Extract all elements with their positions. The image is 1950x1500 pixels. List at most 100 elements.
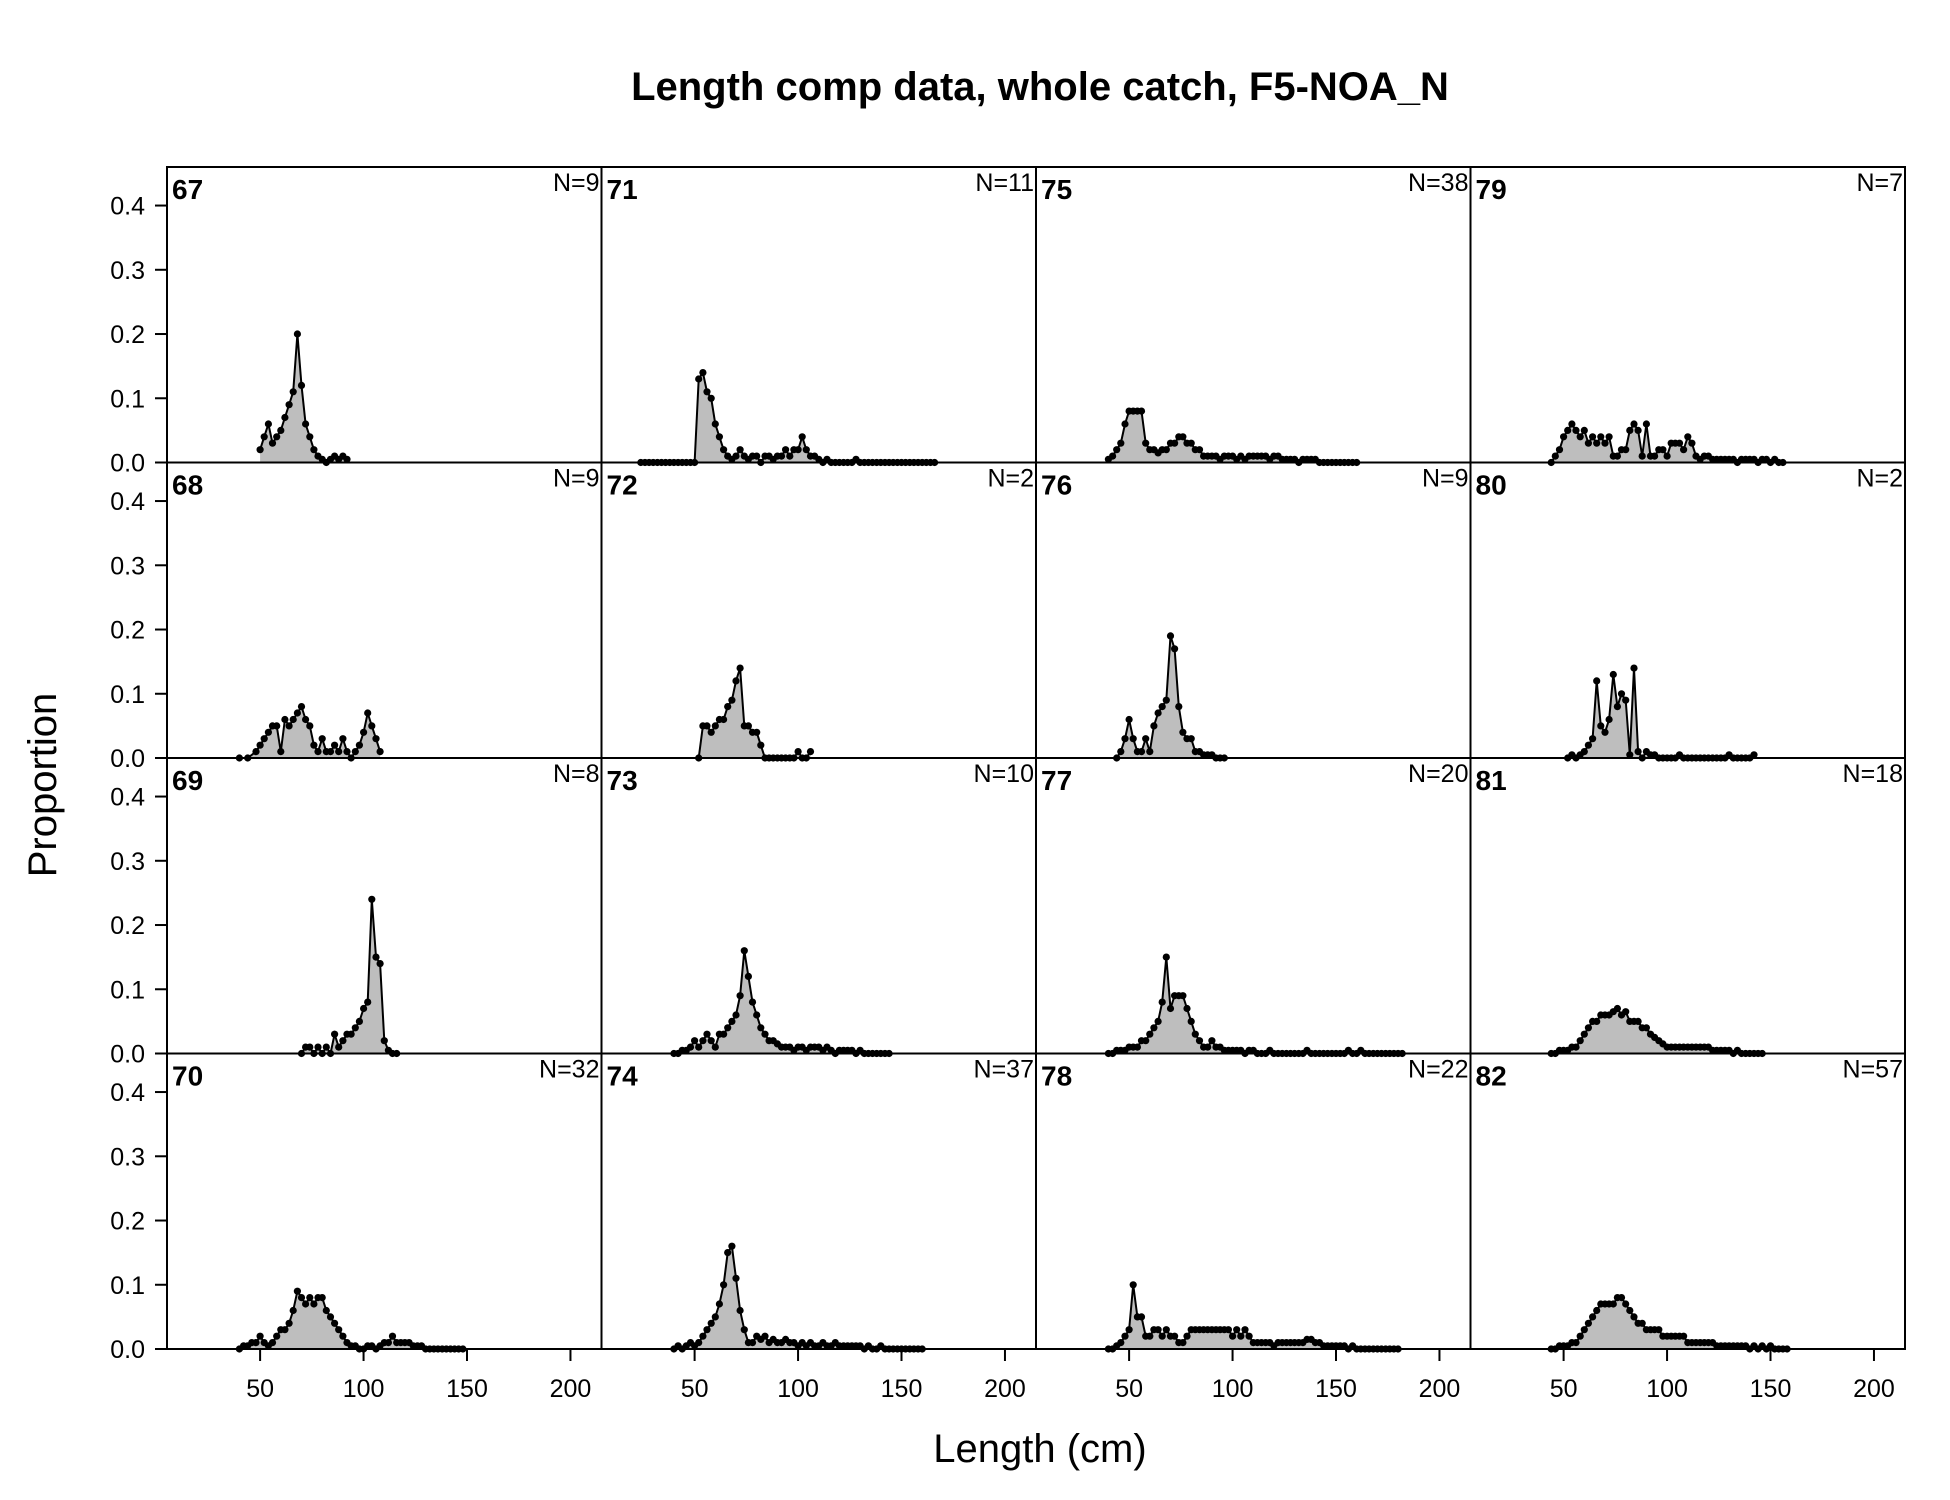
data-point bbox=[1634, 426, 1642, 434]
y-tick-label: 0.0 bbox=[110, 450, 145, 478]
panel-year-label: 74 bbox=[607, 1061, 639, 1092]
data-point bbox=[1613, 452, 1621, 460]
data-point bbox=[1572, 1339, 1580, 1347]
data-point bbox=[351, 748, 359, 756]
data-point bbox=[343, 455, 351, 463]
data-point bbox=[1634, 748, 1642, 756]
data-point bbox=[1121, 420, 1129, 428]
data-point bbox=[703, 1030, 711, 1038]
data-point bbox=[707, 394, 715, 402]
x-axis-label: Length (cm) bbox=[933, 1427, 1146, 1471]
data-point bbox=[1622, 696, 1630, 704]
data-point bbox=[326, 1313, 335, 1321]
data-point bbox=[1605, 433, 1613, 441]
panel-year-label: 71 bbox=[607, 174, 638, 205]
data-point bbox=[343, 748, 351, 756]
panel-grid: 67 N=9 0.0 0.1 0.2 0.3 0.4 68 N=9 0.0 0.1 0.2 0.3 0.4… bbox=[110, 166, 1906, 1403]
data-point bbox=[1137, 748, 1146, 756]
data-point bbox=[1158, 703, 1166, 711]
y-tick-label: 0.0 bbox=[110, 1336, 145, 1364]
data-point bbox=[302, 715, 310, 724]
data-point bbox=[1245, 1332, 1253, 1340]
data-point bbox=[782, 446, 790, 454]
y-tick-label: 0.3 bbox=[110, 257, 145, 285]
data-point bbox=[1171, 1332, 1179, 1340]
data-point bbox=[1137, 407, 1146, 415]
data-point bbox=[273, 1332, 281, 1340]
data-point bbox=[1146, 748, 1154, 756]
data-point bbox=[777, 452, 786, 460]
data-point bbox=[264, 420, 272, 428]
data-point bbox=[289, 1306, 297, 1315]
panel-year-label: 67 bbox=[172, 174, 203, 205]
data-point bbox=[1688, 439, 1696, 447]
data-point bbox=[355, 1017, 363, 1025]
data-point bbox=[720, 715, 728, 724]
data-point bbox=[1195, 446, 1204, 454]
panel-sample-size: N=9 bbox=[553, 465, 600, 493]
panel-frame bbox=[1469, 757, 1906, 1055]
data-point bbox=[761, 1030, 769, 1038]
panel-frame bbox=[1035, 166, 1472, 464]
panel-year-label: 70 bbox=[172, 1061, 203, 1092]
data-point bbox=[297, 1294, 306, 1302]
data-point bbox=[1680, 1332, 1688, 1340]
data-point bbox=[277, 748, 285, 756]
data-point bbox=[1154, 1326, 1162, 1334]
data-point bbox=[322, 1306, 330, 1315]
data-point bbox=[1680, 446, 1688, 454]
data-point bbox=[335, 748, 343, 756]
data-point bbox=[1568, 420, 1576, 428]
data-point bbox=[1171, 439, 1179, 447]
panel-year-label: 69 bbox=[172, 765, 203, 796]
data-point bbox=[757, 1024, 765, 1032]
data-point bbox=[1204, 1043, 1212, 1051]
y-tick-label: 0.1 bbox=[110, 1272, 145, 1300]
data-point bbox=[695, 1043, 703, 1051]
data-point bbox=[1593, 1306, 1601, 1315]
data-point bbox=[1208, 1037, 1216, 1045]
panel-81: 81 N=18 bbox=[1469, 757, 1906, 1058]
data-point bbox=[736, 992, 744, 1000]
data-point bbox=[318, 735, 326, 743]
panel-sample-size: N=9 bbox=[1422, 465, 1469, 493]
data-point bbox=[1589, 735, 1597, 743]
data-point bbox=[1605, 715, 1613, 724]
data-point bbox=[1179, 1339, 1187, 1347]
data-point bbox=[306, 722, 314, 730]
data-point bbox=[1179, 992, 1187, 1000]
data-point bbox=[335, 1043, 343, 1051]
panel-sample-size: N=18 bbox=[1843, 760, 1903, 788]
data-point bbox=[289, 715, 297, 724]
panel-year-label: 72 bbox=[607, 470, 638, 501]
x-tick-label: 100 bbox=[1646, 1375, 1688, 1403]
data-point bbox=[1146, 1332, 1154, 1340]
panel-frame bbox=[1035, 1052, 1472, 1350]
data-point bbox=[753, 728, 761, 736]
panel-frame bbox=[166, 757, 603, 1055]
data-point bbox=[1576, 433, 1584, 441]
area-fill bbox=[1108, 1284, 1399, 1349]
data-point bbox=[1179, 728, 1187, 736]
data-point bbox=[699, 369, 707, 377]
data-point bbox=[1617, 1294, 1626, 1302]
data-point bbox=[1162, 953, 1170, 961]
data-point bbox=[1187, 735, 1195, 743]
data-point bbox=[1191, 1030, 1199, 1038]
data-point bbox=[297, 703, 306, 711]
data-point bbox=[703, 388, 711, 396]
y-tick-label: 0.0 bbox=[110, 745, 145, 773]
data-point bbox=[1133, 1043, 1141, 1051]
panel-year-label: 80 bbox=[1476, 470, 1507, 501]
panel-73: 73 N=10 bbox=[600, 757, 1037, 1058]
data-point bbox=[306, 433, 314, 441]
data-point bbox=[1229, 1332, 1237, 1340]
data-point bbox=[699, 1037, 707, 1045]
data-point bbox=[720, 1281, 728, 1289]
data-point bbox=[310, 446, 318, 454]
data-point bbox=[314, 748, 322, 756]
y-axis-label: Proportion bbox=[21, 693, 65, 878]
data-point bbox=[1622, 1300, 1630, 1308]
panel-sample-size: N=2 bbox=[987, 465, 1034, 493]
